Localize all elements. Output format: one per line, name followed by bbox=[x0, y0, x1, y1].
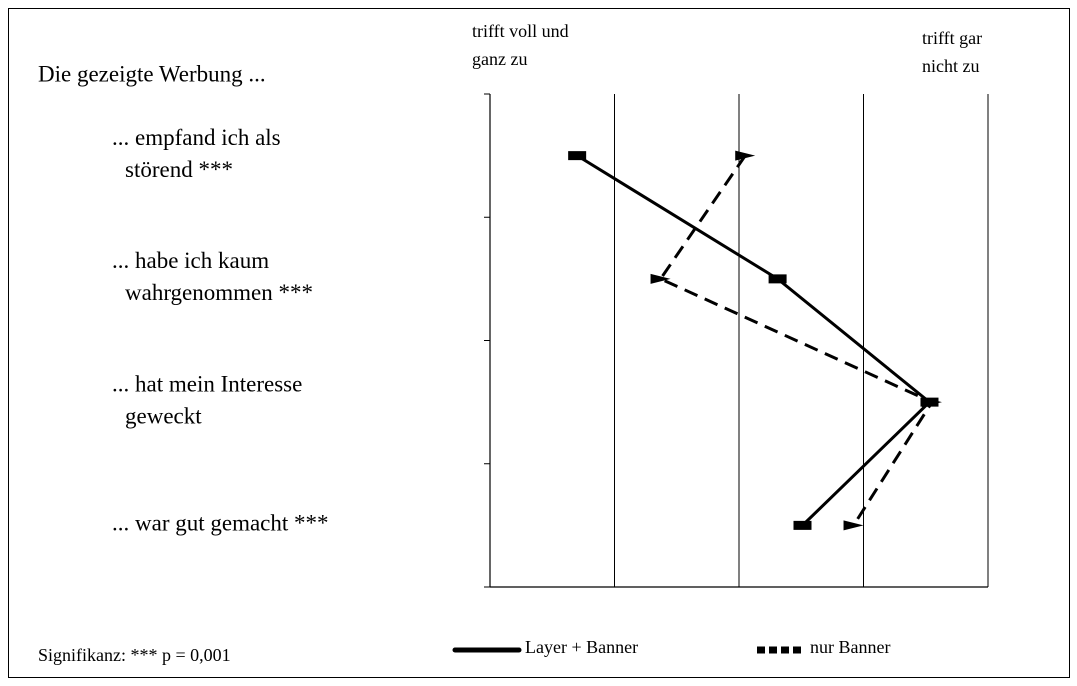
marker bbox=[793, 520, 812, 530]
x-right-label: trifft gar bbox=[922, 28, 982, 48]
marker bbox=[768, 274, 787, 284]
category-label: ... empfand ich als bbox=[112, 125, 281, 150]
marker bbox=[921, 397, 942, 408]
category-label: geweckt bbox=[125, 403, 202, 428]
category-label: störend *** bbox=[125, 157, 233, 182]
marker bbox=[568, 151, 587, 161]
x-left-label: ganz zu bbox=[472, 49, 527, 69]
note: Signifikanz: *** p = 0,001 bbox=[38, 645, 231, 665]
x-right-label: nicht zu bbox=[922, 56, 979, 76]
legend-label: nur Banner bbox=[810, 637, 890, 657]
marker bbox=[843, 520, 864, 531]
marker bbox=[735, 150, 756, 161]
category-label: ... hat mein Interesse bbox=[112, 371, 302, 396]
legend-label: Layer + Banner bbox=[525, 637, 638, 657]
category-label: ... habe ich kaum bbox=[112, 248, 269, 273]
series-line bbox=[658, 154, 935, 527]
x-left-label: trifft voll und bbox=[472, 21, 569, 41]
category-label: wahrgenommen *** bbox=[125, 280, 313, 305]
marker bbox=[650, 273, 671, 284]
chart-title: Die gezeigte Werbung ... bbox=[38, 61, 266, 86]
frame bbox=[8, 8, 1070, 678]
series-line bbox=[576, 154, 932, 527]
category-label: ... war gut gemacht *** bbox=[112, 511, 329, 536]
